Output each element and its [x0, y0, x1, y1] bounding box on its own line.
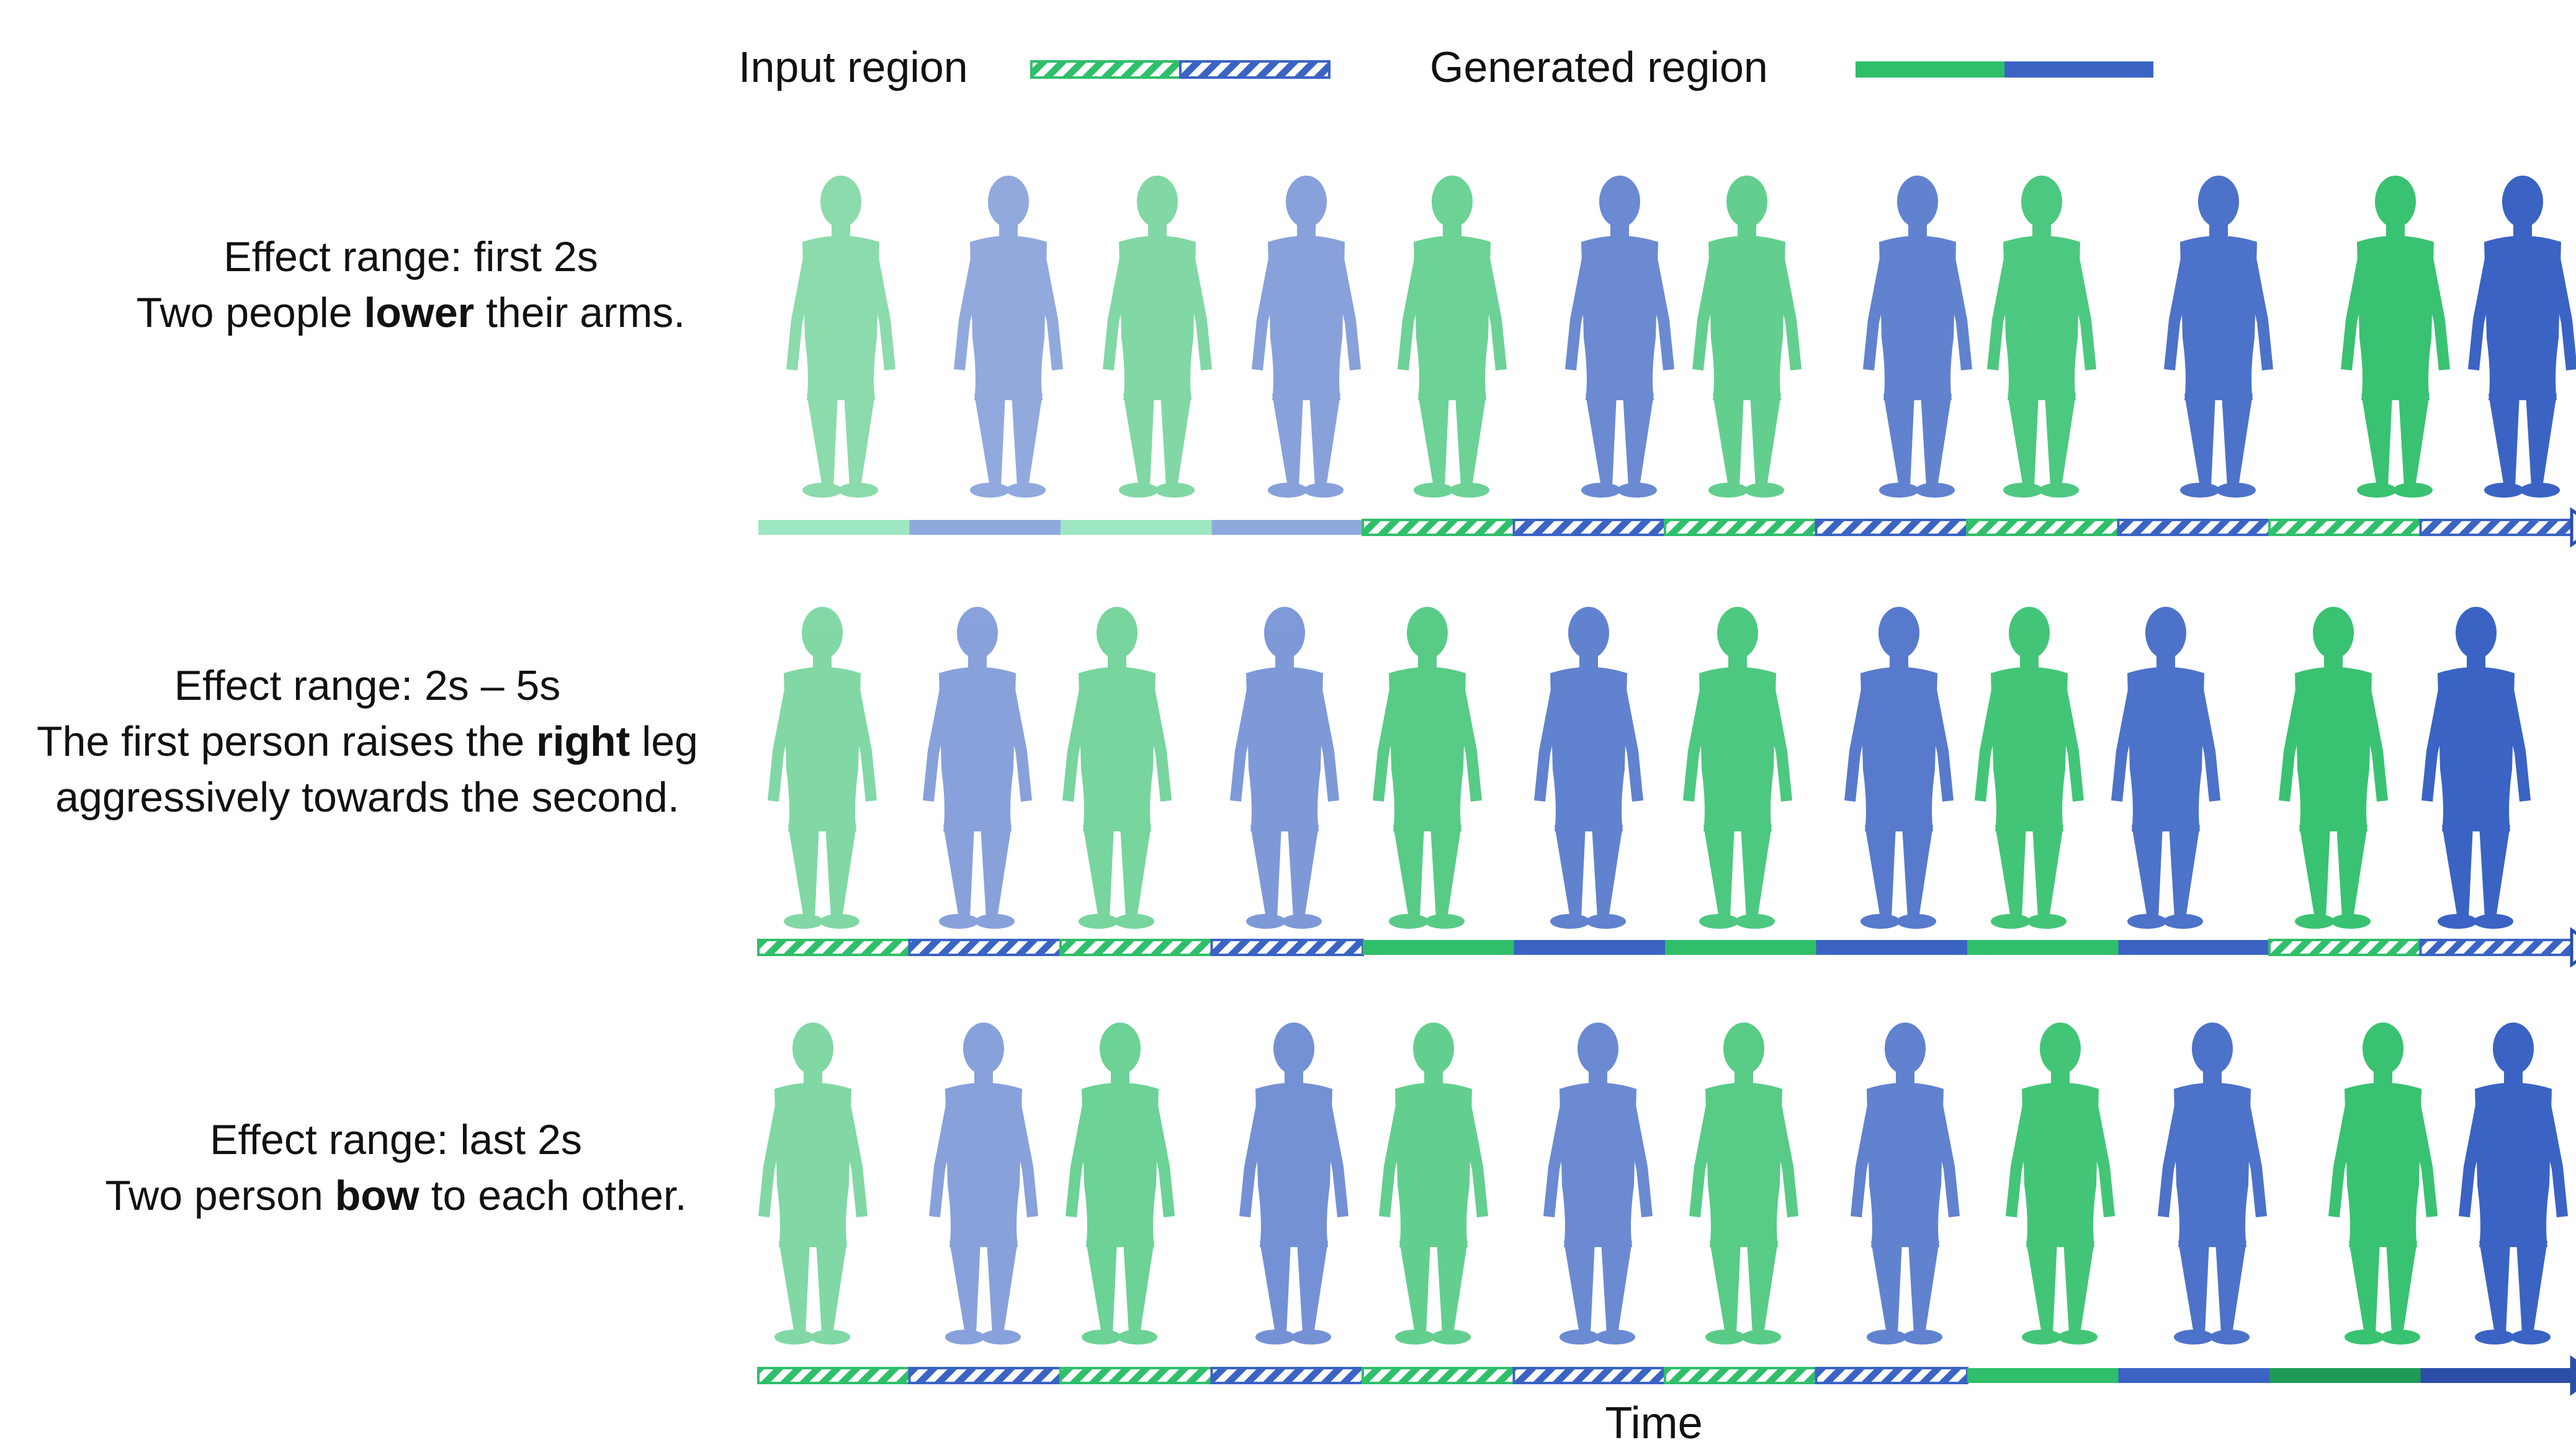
timeline-segment-hatch [1210, 939, 1364, 956]
legend-input-swatch [1030, 60, 1331, 79]
person-blue-frame [2164, 176, 2273, 498]
person-blue-frame [1851, 1023, 1960, 1345]
timeline-segment-solid [1665, 940, 1816, 955]
person-blue-frame [1543, 1023, 1653, 1345]
timeline-segment-hatch [1210, 1367, 1364, 1384]
person-green-frame [1066, 1023, 1175, 1345]
person-green-frame [1692, 176, 1802, 498]
person-green-frame [1975, 607, 2084, 929]
timeline-segment-hatch [908, 939, 1062, 956]
timeline-segment-solid [1514, 940, 1665, 955]
person-blue-frame [1565, 176, 1674, 498]
timeline-segment-hatch [757, 1367, 911, 1384]
time-axis-label: Time [1605, 1399, 1702, 1448]
timeline-segment-hatch [2419, 519, 2573, 536]
row-2-frames [768, 607, 2531, 929]
row-1-range: Effect range: first 2s [223, 233, 598, 280]
person-green-frame [1373, 607, 1482, 929]
person-blue-frame [2459, 1023, 2568, 1345]
timeline-segment-hatch [1512, 519, 1666, 536]
row-1-description: Effect range: first 2s Two people lower … [137, 233, 685, 336]
person-green-frame [758, 1023, 868, 1345]
person-green-frame [1398, 176, 1507, 498]
person-blue-frame [923, 607, 1032, 929]
timeline-segment-hatch [1664, 519, 1818, 536]
timeline-segment-solid [1967, 1368, 2119, 1383]
row-2-caption-line-3: aggressively towards the second. [55, 774, 679, 821]
timeline-arrowhead [2570, 927, 2576, 968]
timeline-segment-hatch [2268, 939, 2422, 956]
row-3-caption: Two person bow to each other. [105, 1172, 686, 1219]
timeline-segment-solid [1363, 940, 1514, 955]
timeline-segment-solid [2420, 1368, 2572, 1383]
timeline-segment-hatch [908, 1367, 1062, 1384]
row-2-range: Effect range: 2s – 5s [174, 662, 560, 709]
row-2-description: Effect range: 2s – 5s The first person r… [37, 662, 698, 821]
person-green-frame [1062, 607, 1172, 929]
row-3-timeline [757, 1355, 2576, 1396]
legend-generated-swatch [1856, 61, 2153, 78]
row-2-caption: The first person raises the right leg [37, 718, 698, 765]
timeline-segment-hatch [1815, 519, 1968, 536]
person-green-frame [786, 176, 895, 498]
person-green-frame [1683, 607, 1792, 929]
row-1-frames [786, 176, 2576, 498]
person-green-frame [2006, 1023, 2115, 1345]
legend-input-label: Input region [738, 43, 968, 91]
person-blue-frame [1252, 176, 1361, 498]
row-1-caption: Two people lower their arms. [137, 289, 685, 336]
timeline-segment-solid [2269, 1368, 2421, 1383]
row-3-description: Effect range: last 2s Two person bow to … [105, 1116, 686, 1219]
person-green-frame [1689, 1023, 1798, 1345]
person-blue-frame [2111, 607, 2220, 929]
person-blue-frame [2468, 176, 2576, 498]
person-blue-frame [1239, 1023, 1349, 1345]
person-green-frame [2341, 176, 2450, 498]
timeline-segment-solid [1061, 520, 1212, 535]
timeline-segment-solid [1816, 940, 1967, 955]
legend-generated-label: Generated region [1430, 43, 1768, 91]
row-3-range: Effect range: last 2s [210, 1116, 582, 1163]
person-blue-frame [1230, 607, 1339, 929]
person-blue-frame [1844, 607, 1954, 929]
timeline-segment-hatch [1362, 519, 1515, 536]
person-blue-frame [929, 1023, 1038, 1345]
person-green-frame [768, 607, 877, 929]
timeline-segment-hatch [1362, 1367, 1515, 1384]
timeline-segment-hatch [1059, 1367, 1213, 1384]
timeline-segment-solid [2118, 940, 2269, 955]
person-blue-frame [2421, 607, 2531, 929]
legend: Input region Generated region [738, 43, 2153, 91]
timeline-segment-hatch [1815, 1367, 1968, 1384]
timeline-segment-solid [758, 520, 910, 535]
timeline-arrowhead [2570, 507, 2576, 548]
timeline-segment-solid [909, 520, 1061, 535]
person-blue-frame [1534, 607, 1643, 929]
person-green-frame [1379, 1023, 1488, 1345]
row-2-timeline [757, 927, 2576, 968]
timeline-segment-hatch [757, 939, 911, 956]
person-green-frame [2279, 607, 2388, 929]
timeline-segment-solid [1967, 940, 2119, 955]
person-blue-frame [1863, 176, 1972, 498]
timeline-arrowhead [2570, 1355, 2576, 1396]
person-blue-frame [2158, 1023, 2267, 1345]
timeline-segment-hatch [1059, 939, 1213, 956]
person-green-frame [1103, 176, 1212, 498]
person-green-frame [2328, 1023, 2438, 1345]
row-1-timeline [758, 507, 2576, 548]
timeline-segment-hatch [1664, 1367, 1818, 1384]
timeline-segment-hatch [1966, 519, 2120, 536]
timeline-segment-hatch [2419, 939, 2573, 956]
timeline-segment-solid [1211, 520, 1363, 535]
timeline-segment-solid [2118, 1368, 2269, 1383]
timeline-segment-hatch [2117, 519, 2271, 536]
timeline-segment-hatch [2268, 519, 2422, 536]
person-blue-frame [954, 176, 1063, 498]
row-3-frames [758, 1023, 2568, 1345]
person-green-frame [1987, 176, 2096, 498]
timeline-segment-hatch [1512, 1367, 1666, 1384]
